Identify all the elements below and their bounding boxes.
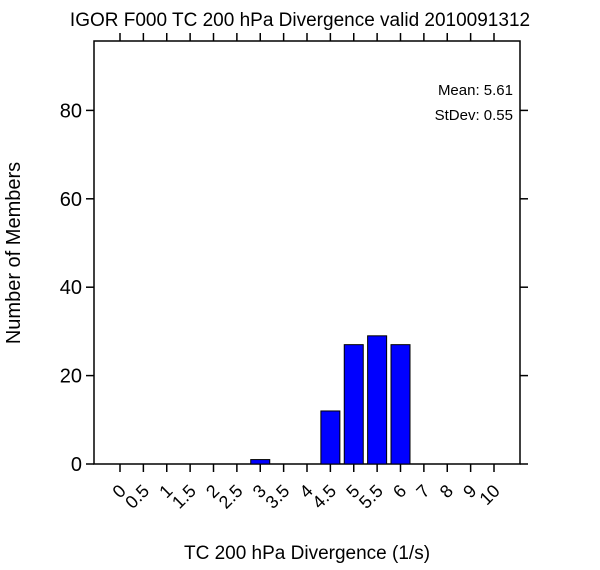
x-tick-label: 5.5 [355, 481, 387, 513]
y-tick-label: 40 [60, 277, 82, 299]
mean-label: Mean: 5.61 [438, 82, 513, 99]
x-axis: 00.5 11.5 22.5 33.5 44.5 55.5 6 7 8 910 [109, 33, 504, 513]
y-tick-label: 60 [60, 189, 82, 211]
y-tick-label: 0 [71, 454, 82, 476]
plot-frame [93, 40, 521, 465]
bar-5 [343, 344, 364, 465]
bars [250, 335, 411, 465]
y-tick-label: 20 [60, 366, 82, 388]
x-tick-label: 4.5 [308, 481, 340, 513]
x-axis-label: TC 200 hPa Divergence (1/s) [184, 543, 430, 564]
bar-3 [250, 459, 271, 465]
y-axis-label: Number of Members [3, 162, 25, 344]
x-tick-label: 2.5 [215, 481, 247, 513]
x-tick-label: 9 [459, 481, 480, 502]
bar-4-5 [320, 410, 341, 465]
x-tick-label: 0.5 [121, 481, 153, 513]
x-tick-label: 7 [412, 481, 433, 502]
x-tick-label: 6 [389, 481, 410, 502]
x-tick-label: 10 [476, 481, 504, 509]
x-tick-label: 3.5 [262, 481, 294, 513]
x-tick-label: 8 [436, 481, 457, 502]
y-axis: 0 20 40 60 80 [60, 100, 528, 476]
bar-6 [390, 344, 411, 465]
x-tick-label: 1.5 [168, 481, 200, 513]
bar-5-5 [367, 335, 388, 465]
y-tick-label: 80 [60, 100, 82, 122]
chart-title: IGOR F000 TC 200 hPa Divergence valid 20… [70, 10, 530, 31]
stdev-label: StDev: 0.55 [435, 107, 513, 124]
